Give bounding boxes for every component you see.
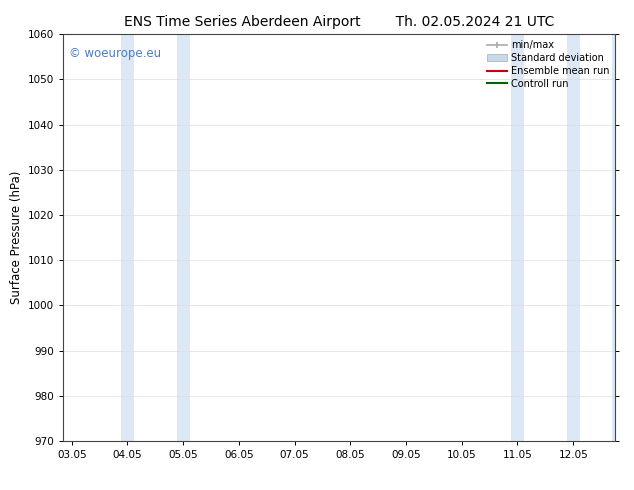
- Y-axis label: Surface Pressure (hPa): Surface Pressure (hPa): [10, 171, 23, 304]
- Bar: [511, 34, 524, 441]
- Bar: [612, 34, 629, 441]
- Legend: min/max, Standard deviation, Ensemble mean run, Controll run: min/max, Standard deviation, Ensemble me…: [483, 36, 613, 93]
- Bar: [176, 34, 190, 441]
- Title: ENS Time Series Aberdeen Airport        Th. 02.05.2024 21 UTC: ENS Time Series Aberdeen Airport Th. 02.…: [124, 15, 554, 29]
- Text: © woeurope.eu: © woeurope.eu: [69, 47, 161, 59]
- Bar: [121, 34, 134, 441]
- Bar: [567, 34, 580, 441]
